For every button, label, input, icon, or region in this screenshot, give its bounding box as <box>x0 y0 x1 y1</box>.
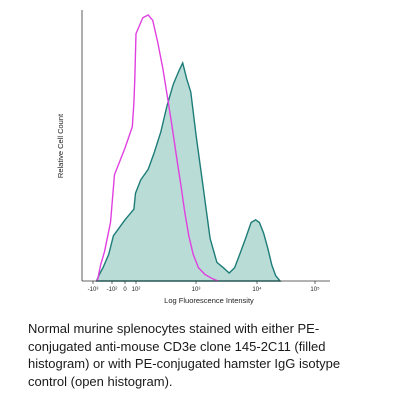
x-tick-label: 10² <box>132 287 141 293</box>
x-tick-label: 10³ <box>192 287 201 293</box>
x-tick-label: 10⁴ <box>252 286 262 293</box>
filled-histogram-series <box>95 60 282 282</box>
x-axis-title: Log Fluorescence Intensity <box>164 296 254 305</box>
histogram-chart: -10³ -10² 0 10² 10³ 10⁴ 10⁵ Relative Cell Coun… <box>56 10 330 305</box>
x-tick-label: 10⁵ <box>310 286 320 293</box>
x-tick-layer: -10³ -10² 0 10² 10³ 10⁴ 10⁵ <box>88 281 320 293</box>
series-layer <box>95 14 282 282</box>
x-tick-label: -10³ <box>88 287 99 293</box>
open-histogram-series <box>96 14 219 282</box>
x-tick-label: -10² <box>107 287 118 293</box>
y-axis-title: Relative Cell Count <box>56 113 65 178</box>
figure-caption: Normal murine splenocytes stained with e… <box>28 321 341 389</box>
x-tick-label: 0 <box>123 287 127 293</box>
